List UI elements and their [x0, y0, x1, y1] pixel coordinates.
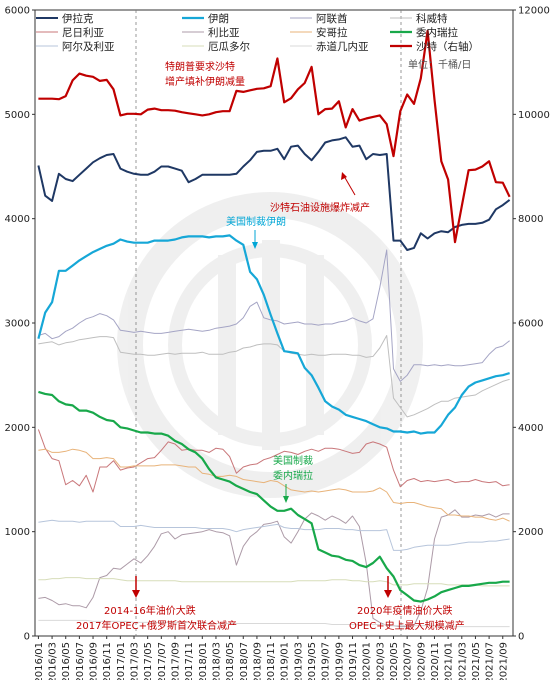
legend-label: 厄瓜多尔 — [208, 40, 250, 53]
series-line — [37, 234, 510, 435]
x-tick-label: 2020/03 — [375, 642, 386, 680]
x-tick-label: 2018/01 — [198, 642, 209, 680]
x-tick-label: 2017/01 — [116, 642, 127, 680]
annot-ven-sanction-2: 委内瑞拉 — [273, 469, 313, 482]
legend-label: 伊拉克 — [62, 12, 94, 25]
right-tick-label: 4000 — [518, 423, 543, 434]
x-tick-label: 2017/03 — [130, 642, 141, 680]
series-line — [38, 509, 510, 628]
annot-iran-sanction: 美国制裁伊朗 — [226, 215, 286, 228]
x-tick-label: 2017/11 — [184, 642, 195, 680]
watermark-logo — [117, 192, 423, 498]
series-line — [38, 577, 510, 587]
right-tick-label: 12000 — [518, 6, 550, 17]
legend-label: 赤道几内亚 — [316, 40, 369, 53]
x-tick-label: 2019/07 — [321, 642, 332, 680]
legend-label: 尼日利亚 — [62, 27, 104, 39]
series-line — [38, 448, 510, 522]
x-tick-label: 2016/11 — [102, 642, 113, 680]
unit-label: 单位：千桶/日 — [408, 58, 471, 71]
right-tick-label: 10000 — [518, 110, 550, 121]
left-axis-ticks: 0 1000 2000 3000 4000 5000 6000 — [5, 6, 35, 643]
series-line — [38, 335, 510, 418]
series-layer — [37, 29, 511, 628]
x-tick-label: 2016/09 — [89, 642, 100, 680]
left-tick-label: 2000 — [5, 423, 30, 434]
annot-trump-1: 特朗普要求沙特 — [165, 60, 235, 73]
annot-2020-crash: 2020年疫情油价大跌 — [357, 604, 452, 617]
x-tick-label: 2016/05 — [61, 642, 72, 680]
legend-label: 伊朗 — [208, 13, 229, 25]
x-tick-label: 2019/01 — [280, 642, 291, 680]
annot-2014-crash: 2014-16年油价大跌 — [104, 604, 196, 617]
x-tick-label: 2020/11 — [430, 642, 441, 680]
left-tick-label: 0 — [24, 632, 30, 643]
series-line — [38, 249, 510, 382]
legend-label: 阿联酋 — [316, 12, 348, 25]
right-tick-label: 2000 — [518, 527, 543, 538]
annot-trump-2: 增产填补伊朗减量 — [165, 75, 245, 88]
x-tick-label: 2021/03 — [457, 642, 468, 680]
x-tick-label: 2018/09 — [252, 642, 263, 680]
arrow-ven-sanction-head — [283, 496, 289, 503]
legend-label: 安哥拉 — [316, 26, 348, 39]
left-tick-label: 6000 — [5, 6, 30, 17]
left-tick-label: 4000 — [5, 214, 30, 225]
x-tick-label: 2021/01 — [444, 642, 455, 680]
arrow-2017-cut-head — [132, 590, 140, 598]
legend-label: 委内瑞拉 — [416, 26, 458, 39]
series-line — [38, 519, 510, 551]
annot-ven-sanction-1: 美国制裁 — [273, 454, 313, 467]
series-line — [37, 429, 510, 493]
series-line — [38, 29, 511, 244]
right-tick-label: 8000 — [518, 214, 543, 225]
arrow-saudi-attack-head — [341, 172, 347, 180]
series-line — [37, 136, 511, 251]
x-tick-label: 2016/01 — [34, 642, 45, 680]
x-tick-label: 2016/07 — [75, 642, 86, 680]
arrow-iran-sanction-head — [252, 242, 258, 249]
legend-label: 科威特 — [416, 12, 448, 25]
x-tick-label: 2018/07 — [239, 642, 250, 680]
legend-label: 沙特（右轴） — [416, 40, 479, 53]
x-tick-label: 2019/03 — [293, 642, 304, 680]
left-tick-label: 1000 — [5, 527, 30, 538]
legend-label: 阿尔及利亚 — [62, 40, 115, 53]
x-tick-label: 2017/05 — [143, 642, 154, 680]
left-tick-label: 3000 — [5, 319, 30, 330]
x-tick-label: 2020/07 — [403, 642, 414, 680]
annot-saudi-attack: 沙特石油设施爆炸减产 — [270, 201, 370, 214]
x-tick-label: 2021/09 — [498, 642, 509, 680]
legend-label: 利比亚 — [208, 26, 240, 39]
x-tick-label: 2018/11 — [266, 642, 277, 680]
right-tick-label: 6000 — [518, 319, 543, 330]
right-axis-ticks: 0 2000 4000 6000 8000 10000 12000 — [513, 6, 550, 643]
x-tick-label: 2020/05 — [389, 642, 400, 680]
x-axis-ticks: 2016/01 2016/03 2016/05 2016/07 2016/09 2016/… — [34, 636, 509, 680]
arrow-saudi-attack — [343, 175, 356, 196]
x-tick-label: 2017/07 — [157, 642, 168, 680]
x-tick-label: 2021/07 — [485, 642, 496, 680]
x-tick-label: 2019/09 — [334, 642, 345, 680]
x-tick-label: 2021/05 — [471, 642, 482, 680]
x-tick-label: 2018/03 — [211, 642, 222, 680]
x-tick-label: 2020/09 — [416, 642, 427, 680]
arrow-2020-cut-head — [384, 590, 392, 598]
annot-2020-cut: OPEC+史上最大规模减产 — [349, 619, 465, 632]
left-tick-label: 5000 — [5, 110, 30, 121]
series-line — [38, 390, 510, 603]
x-tick-label: 2019/05 — [307, 642, 318, 680]
x-tick-label: 2020/01 — [362, 642, 373, 680]
x-tick-label: 2017/09 — [170, 642, 181, 680]
right-tick-label: 0 — [518, 632, 524, 643]
annot-2017-cut: 2017年OPEC+俄罗斯首次联合减产 — [76, 619, 237, 632]
x-tick-label: 2019/11 — [348, 642, 359, 680]
x-tick-label: 2018/05 — [225, 642, 236, 680]
x-tick-label: 2016/03 — [48, 642, 59, 680]
series-line — [38, 619, 510, 628]
